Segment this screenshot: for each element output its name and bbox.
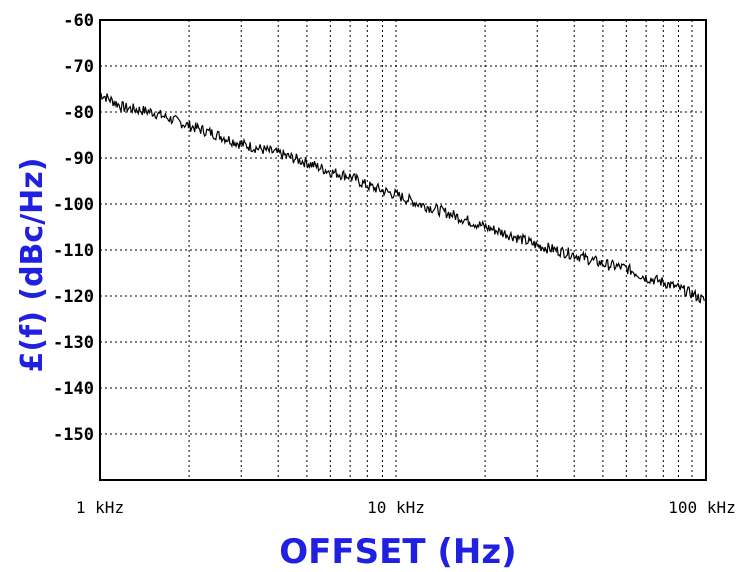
series-line xyxy=(99,92,705,304)
y-tick-label: -60 xyxy=(63,11,94,31)
plot-frame xyxy=(99,19,707,481)
y-tick-label: -150 xyxy=(53,425,94,445)
x-tick-label: 10 kHz xyxy=(367,498,425,517)
y-tick-label: -70 xyxy=(63,57,94,77)
y-tick-label: -140 xyxy=(53,379,94,399)
x-tick-label: 1 kHz xyxy=(76,498,124,517)
x-axis-title: OFFSET (Hz) xyxy=(279,532,516,572)
y-tick-labels: -60 -70 -80 -90 -100 -110 -120 -130 -140 -150 xyxy=(53,11,94,445)
x-tick-label: 100 kHz xyxy=(668,498,735,517)
y-tick-label: -80 xyxy=(63,103,94,123)
y-tick-label: -110 xyxy=(53,241,94,261)
y-axis-title: £(f) (dBc/Hz) xyxy=(15,158,50,373)
y-tick-label: -90 xyxy=(63,149,94,169)
y-tick-label: -120 xyxy=(53,287,94,307)
y-tick-label: -130 xyxy=(53,333,94,353)
y-tick-label: -100 xyxy=(53,195,94,215)
x-tick-labels: 1 kHz 10 kHz 100 kHz xyxy=(76,498,736,517)
grid-lines xyxy=(100,20,706,480)
